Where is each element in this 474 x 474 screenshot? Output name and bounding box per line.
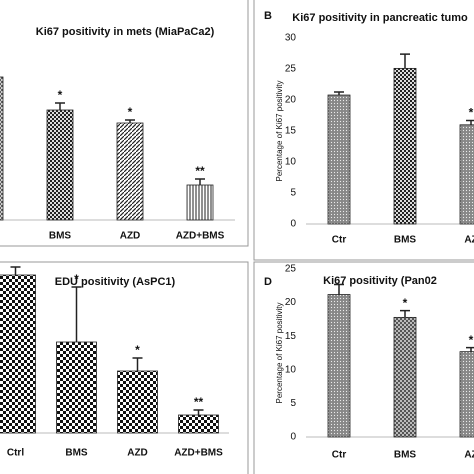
- error-bar: [193, 409, 204, 415]
- bar: [0, 274, 36, 434]
- y-tick-label: 15: [285, 126, 297, 137]
- bar: [327, 294, 351, 438]
- x-tick-label: AZ: [464, 450, 474, 461]
- error-bar: [334, 283, 344, 295]
- y-tick-label: 20: [285, 95, 297, 106]
- significance-mark: *: [135, 343, 140, 357]
- bar: [393, 67, 417, 225]
- error-bar: [55, 102, 65, 110]
- error-bar: [466, 346, 474, 352]
- bar: [56, 341, 97, 434]
- chart-title: Ki67 positivity in pancreatic tumo: [292, 12, 468, 24]
- significance-mark: **: [194, 395, 204, 409]
- panel-label: D: [264, 276, 272, 288]
- y-tick-label: 5: [290, 188, 296, 199]
- error-bar: [400, 309, 410, 318]
- y-axis-label: Percentage of Ki67 positivity: [275, 303, 284, 404]
- bar: [178, 414, 219, 434]
- bar: [0, 76, 4, 221]
- bar: [393, 316, 417, 438]
- chart-title: Ki67 positivity (Pan02: [323, 275, 437, 287]
- y-tick-label: 30: [285, 33, 297, 44]
- x-tick-label: AZD: [120, 231, 141, 242]
- y-axis-label: Percentage of Ki67 positivity: [275, 81, 284, 182]
- y-tick-label: 15: [285, 331, 297, 342]
- panel-frame: [253, 261, 474, 474]
- error-bar: [71, 286, 82, 342]
- error-bar: [400, 53, 410, 69]
- bar: [459, 124, 474, 225]
- significance-mark: *: [469, 106, 474, 120]
- bar: [116, 122, 144, 221]
- x-tick-label: BMS: [65, 448, 88, 459]
- significance-mark: *: [403, 296, 408, 310]
- significance-mark: *: [128, 105, 133, 119]
- error-bar: [10, 266, 21, 275]
- bar: [117, 370, 158, 434]
- error-bar: [334, 91, 344, 96]
- bar: [186, 184, 214, 221]
- panel-frame: [0, 261, 249, 474]
- error-bar: [125, 119, 135, 123]
- x-tick-label: BMS: [49, 231, 72, 242]
- significance-mark: *: [74, 272, 79, 286]
- significance-mark: *: [58, 88, 63, 102]
- bar: [459, 351, 474, 438]
- panel-frame: [253, 0, 474, 261]
- y-tick-label: 0: [290, 219, 296, 230]
- x-tick-label: Ctr: [332, 450, 347, 461]
- y-tick-label: 0: [290, 432, 296, 443]
- bar: [327, 94, 351, 225]
- panel-label: B: [264, 10, 272, 22]
- error-bar: [132, 357, 143, 371]
- x-tick-label: Ctrl: [7, 448, 24, 459]
- y-tick-label: 25: [285, 64, 297, 75]
- chart-title: Ki67 positivity in mets (MiaPaCa2): [36, 26, 215, 38]
- bar: [46, 109, 74, 221]
- error-bar: [195, 178, 205, 185]
- error-bar: [466, 119, 474, 125]
- y-tick-label: 5: [290, 398, 296, 409]
- significance-mark: *: [469, 333, 474, 347]
- significance-mark: **: [195, 164, 205, 178]
- y-tick-label: 20: [285, 297, 297, 308]
- x-tick-label: BMS: [394, 450, 417, 461]
- y-tick-label: 10: [285, 364, 297, 375]
- x-tick-label: Ctr: [332, 235, 347, 246]
- x-tick-label: BMS: [394, 235, 417, 246]
- x-tick-label: AZD+BMS: [174, 448, 223, 459]
- chart-title: EDU positivity (AsPC1): [55, 276, 176, 288]
- x-tick-label: AZD: [127, 448, 148, 459]
- x-tick-label: AZ: [464, 235, 474, 246]
- x-tick-label: AZD+BMS: [176, 231, 225, 242]
- panel-frame: [0, 0, 249, 247]
- y-tick-label: 25: [285, 264, 297, 275]
- y-tick-label: 10: [285, 157, 297, 168]
